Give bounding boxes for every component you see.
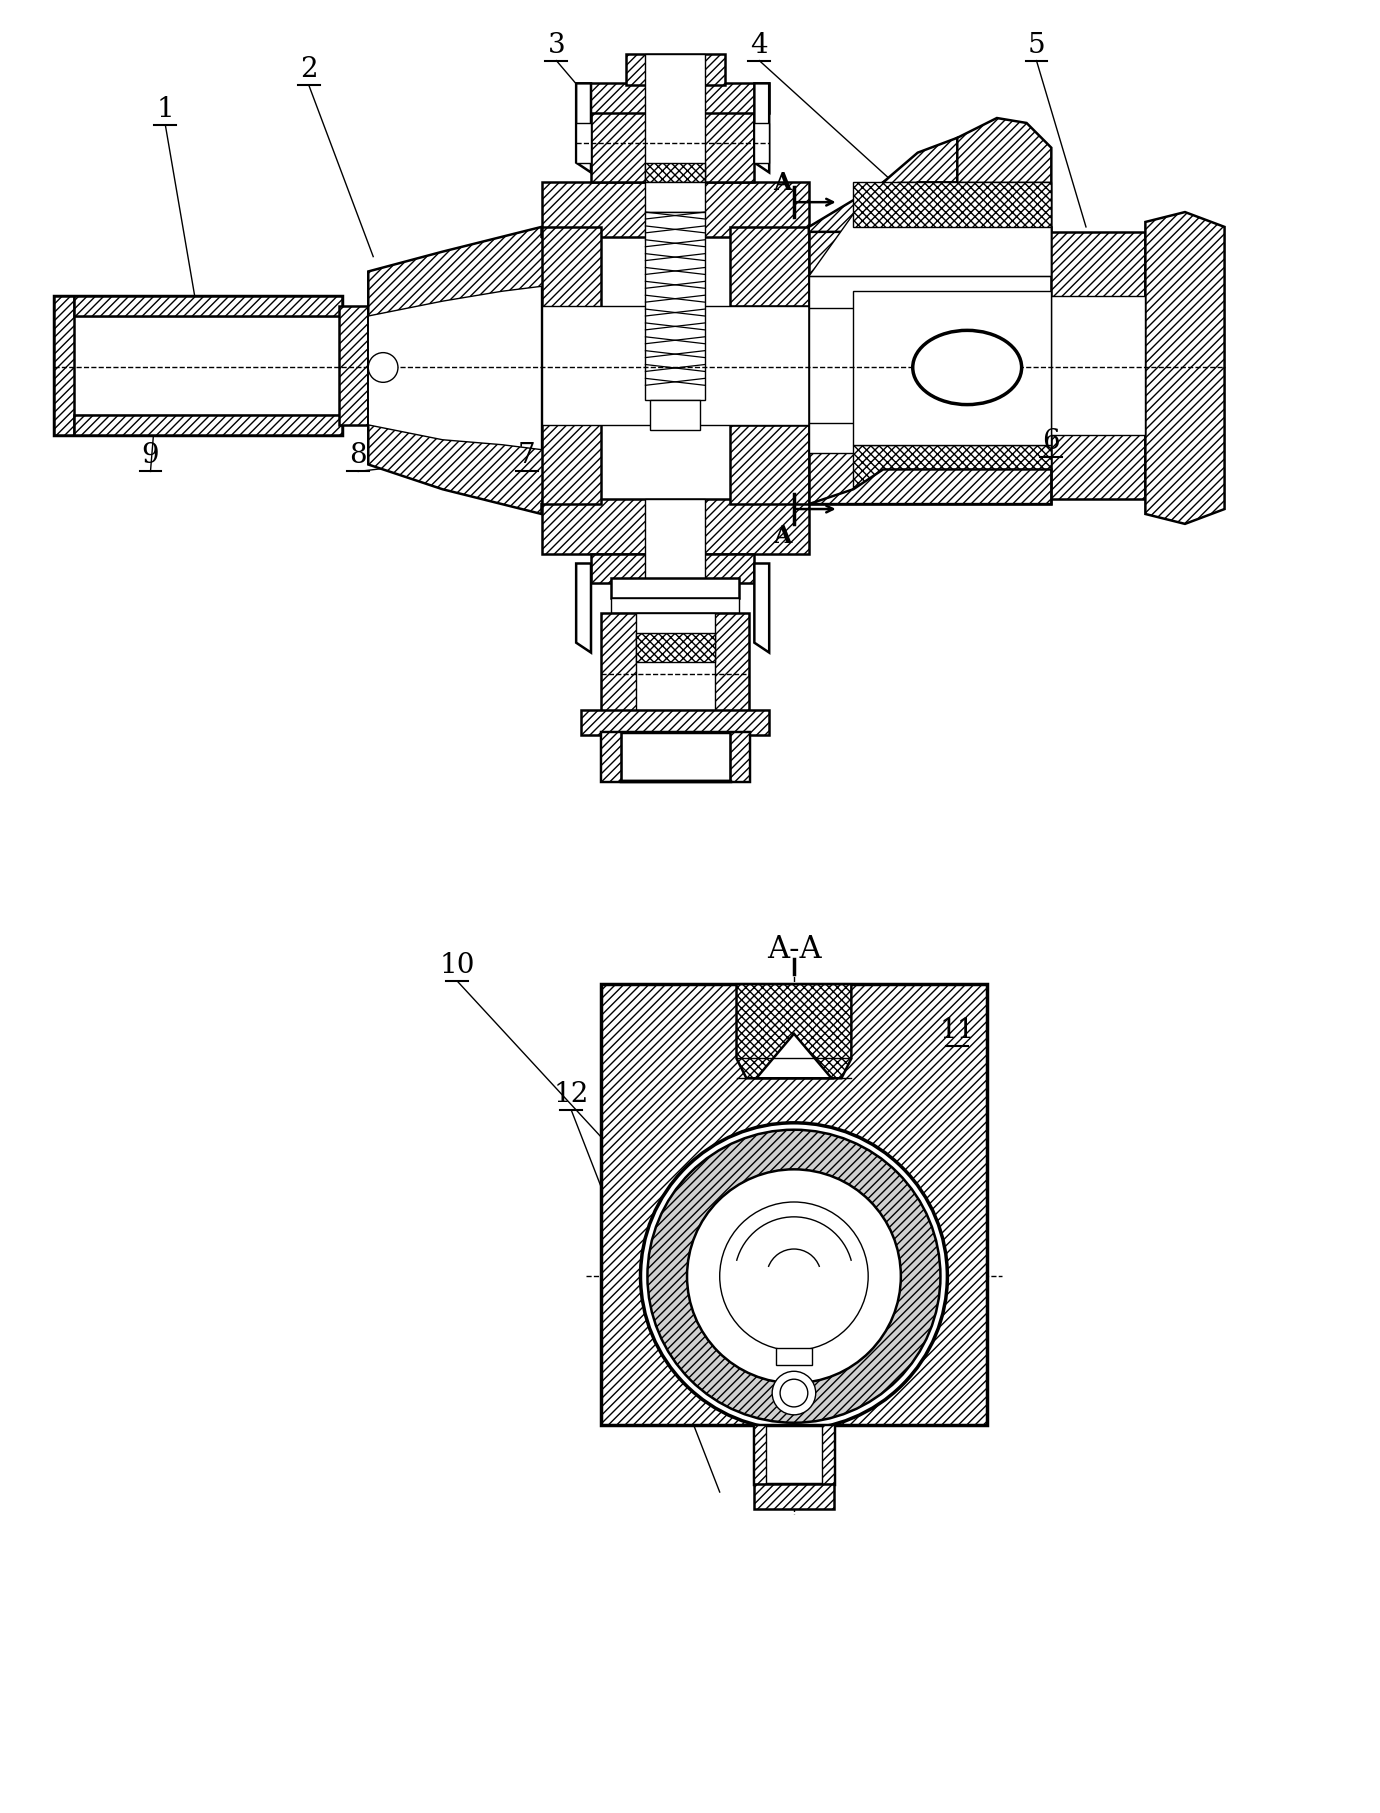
- Bar: [600, 732, 749, 781]
- Polygon shape: [577, 564, 591, 653]
- Ellipse shape: [912, 330, 1021, 404]
- Circle shape: [687, 1169, 901, 1383]
- Bar: [646, 183, 705, 212]
- Text: 2: 2: [299, 56, 317, 83]
- Text: 6: 6: [1042, 428, 1060, 455]
- Bar: [541, 227, 600, 504]
- Bar: [730, 227, 809, 306]
- Text: A: A: [773, 170, 791, 196]
- Polygon shape: [577, 123, 591, 163]
- Bar: [338, 306, 368, 424]
- Text: 12: 12: [553, 1081, 589, 1108]
- Bar: [611, 598, 740, 613]
- Bar: [611, 578, 740, 598]
- Bar: [730, 732, 749, 781]
- Bar: [809, 306, 1052, 424]
- Polygon shape: [809, 183, 1052, 276]
- Bar: [821, 1425, 834, 1485]
- Text: A: A: [773, 524, 791, 548]
- Bar: [755, 1425, 834, 1485]
- Bar: [600, 984, 987, 1425]
- Polygon shape: [809, 470, 1052, 504]
- Text: 7: 7: [518, 442, 535, 470]
- Bar: [853, 183, 1052, 227]
- Bar: [581, 711, 769, 734]
- Polygon shape: [368, 286, 541, 450]
- Bar: [54, 296, 75, 435]
- Polygon shape: [368, 227, 546, 515]
- Bar: [54, 315, 341, 415]
- Bar: [853, 444, 1052, 490]
- Text: 11: 11: [940, 1017, 976, 1044]
- Polygon shape: [809, 118, 1052, 232]
- Bar: [646, 499, 705, 613]
- Polygon shape: [577, 83, 591, 172]
- Text: 5: 5: [1028, 31, 1045, 58]
- Polygon shape: [883, 138, 958, 207]
- Polygon shape: [756, 1033, 832, 1079]
- Bar: [646, 54, 705, 183]
- Bar: [776, 1347, 811, 1365]
- Bar: [541, 499, 809, 553]
- Bar: [646, 212, 705, 401]
- Bar: [755, 1485, 834, 1508]
- Bar: [636, 613, 715, 713]
- Bar: [809, 276, 1052, 308]
- Bar: [809, 227, 1052, 504]
- Circle shape: [647, 1129, 940, 1423]
- Text: 1: 1: [156, 96, 174, 123]
- Bar: [591, 553, 755, 584]
- Bar: [650, 401, 700, 430]
- Bar: [54, 296, 341, 435]
- Bar: [625, 54, 724, 85]
- Bar: [541, 306, 809, 424]
- Bar: [600, 732, 621, 781]
- Polygon shape: [755, 564, 769, 653]
- Circle shape: [368, 354, 397, 383]
- Polygon shape: [755, 123, 769, 163]
- Circle shape: [773, 1371, 816, 1414]
- Text: 4: 4: [751, 31, 769, 58]
- Bar: [1052, 232, 1145, 499]
- Polygon shape: [1145, 212, 1224, 524]
- Circle shape: [780, 1380, 807, 1407]
- Text: 3: 3: [548, 31, 566, 58]
- Bar: [577, 83, 769, 112]
- Bar: [75, 296, 341, 315]
- Circle shape: [640, 1122, 948, 1430]
- Bar: [1052, 296, 1145, 435]
- Bar: [636, 633, 715, 662]
- Polygon shape: [755, 83, 769, 172]
- Bar: [755, 1425, 766, 1485]
- Bar: [541, 183, 809, 238]
- Text: 8: 8: [349, 442, 367, 470]
- Polygon shape: [737, 984, 851, 1079]
- Bar: [809, 422, 1052, 453]
- Bar: [646, 163, 705, 183]
- Text: 9: 9: [142, 442, 159, 470]
- Text: A-A: A-A: [767, 934, 821, 965]
- Text: 10: 10: [440, 952, 475, 979]
- Bar: [591, 109, 755, 183]
- Bar: [75, 415, 341, 435]
- Bar: [853, 292, 1052, 444]
- Circle shape: [720, 1202, 868, 1351]
- Bar: [730, 424, 809, 504]
- Bar: [600, 613, 749, 713]
